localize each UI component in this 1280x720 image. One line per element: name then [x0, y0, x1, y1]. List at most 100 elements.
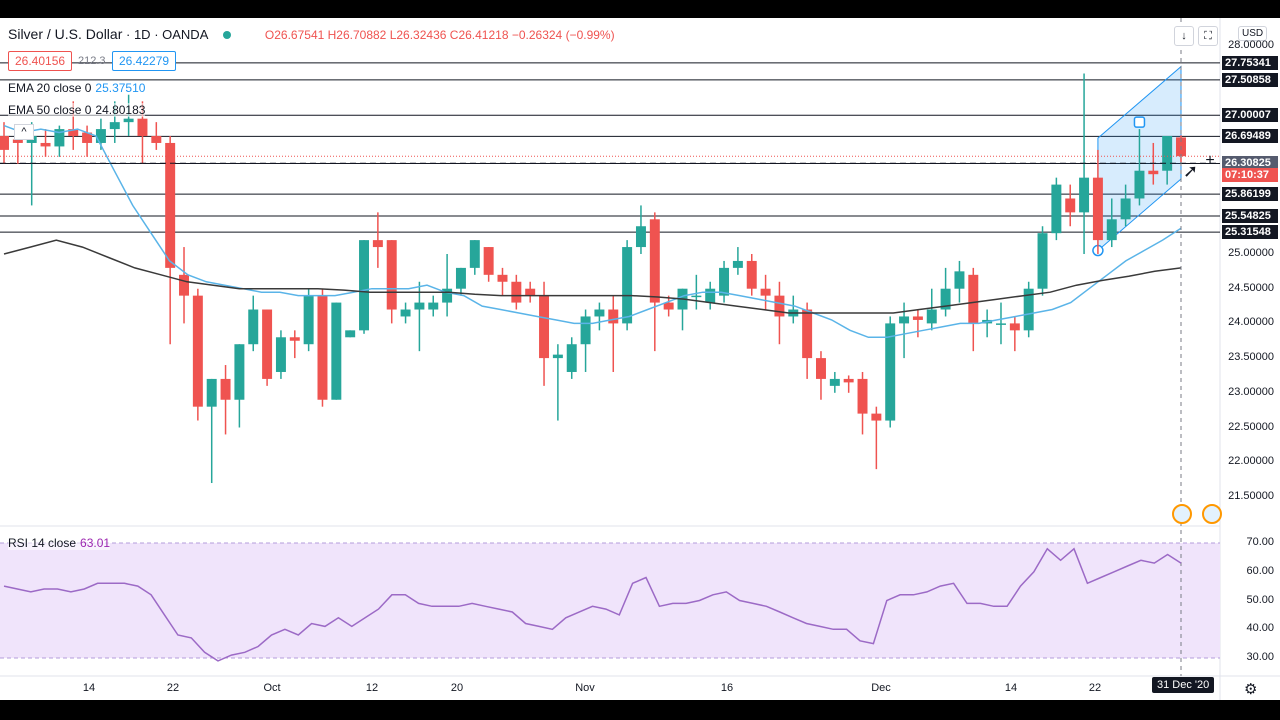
price-tick-label: 25.00000	[1228, 247, 1274, 259]
ema50-legend[interactable]: EMA 50 close 0 24.80183	[8, 103, 146, 117]
candle-body	[12, 139, 23, 143]
candle-body	[234, 344, 245, 400]
currency-label[interactable]: USD	[1238, 26, 1268, 41]
candle-body	[691, 295, 702, 298]
candle-body	[289, 337, 300, 341]
price-tick-label: 24.50000	[1228, 281, 1274, 294]
ema20-line	[3, 124, 1182, 339]
candle-body	[372, 240, 383, 248]
candle-body	[746, 260, 757, 289]
rsi-label: RSI 14 close	[8, 536, 77, 550]
candle-body	[497, 274, 508, 282]
candle-body	[54, 129, 65, 147]
high-value: H26.70882	[327, 28, 387, 42]
candle-body	[400, 309, 411, 317]
crosshair-plus-icon[interactable]: +	[1205, 152, 1215, 169]
rsi-tick-label: 60.00	[1246, 564, 1274, 577]
candle-body	[192, 295, 203, 407]
candle-body	[82, 132, 93, 143]
countdown-tag: 07:10:37	[1222, 168, 1278, 183]
candle-body	[165, 142, 176, 268]
candle-body	[622, 247, 633, 324]
candle-body	[345, 330, 356, 338]
rsi-tick-label: 30.00	[1246, 651, 1274, 663]
level-price-tag: 27.50858	[1222, 72, 1278, 87]
candle-body	[954, 271, 965, 289]
candle-body	[220, 378, 231, 400]
candle-body	[635, 226, 646, 248]
current-price-tag: 26.30825	[1222, 156, 1278, 171]
candle-body	[802, 309, 813, 359]
candle-body	[68, 129, 79, 137]
time-tick-label: 22	[166, 682, 180, 694]
ema20-value: 25.37510	[95, 81, 146, 95]
economic-event-icon[interactable]	[1202, 504, 1222, 524]
price-tick-label: 24.00000	[1228, 316, 1274, 329]
rsi-value: 63.01	[80, 536, 111, 550]
collapse-legend-icon[interactable]: ^	[14, 124, 34, 140]
chart-frame[interactable]: Silver / U.S. Dollar · 1D · OANDA O26.67…	[0, 18, 1280, 700]
rsi-tick-label: 70.00	[1246, 536, 1274, 548]
level-price-tag: 25.31548	[1222, 225, 1278, 240]
ohlc-values: O26.67541 H26.70882 L26.32436 C26.41218 …	[265, 28, 615, 42]
candle-body	[1065, 198, 1076, 213]
ema20-legend[interactable]: EMA 20 close 0 25.37510	[8, 81, 146, 95]
candle-body	[968, 274, 979, 324]
ema20-label: EMA 20 close 0	[8, 81, 92, 95]
price-tick-label: 23.50000	[1228, 351, 1274, 364]
candle-body	[1037, 233, 1048, 289]
rsi-tick-label: 50.00	[1246, 593, 1274, 606]
candle-body	[428, 302, 439, 310]
economic-event-icon[interactable]	[1172, 504, 1192, 524]
rsi-legend[interactable]: RSI 14 close 63.01	[8, 536, 111, 550]
candle-body	[774, 295, 785, 317]
time-tick-label: Nov	[575, 682, 595, 694]
candle-body	[608, 309, 619, 324]
scroll-down-icon[interactable]: ↓	[1174, 26, 1194, 46]
buy-price-button[interactable]: 26.42279	[112, 51, 177, 71]
candle-body	[552, 354, 563, 359]
level-price-tag: 27.00007	[1222, 108, 1278, 123]
candle-body	[40, 142, 51, 147]
channel-handle	[1133, 116, 1146, 128]
candle-body	[760, 288, 771, 296]
candle-body	[857, 378, 868, 414]
market-open-dot-icon	[223, 31, 232, 40]
candle-body	[525, 288, 536, 296]
candle-body	[137, 118, 148, 137]
rsi-line	[3, 547, 1182, 662]
sell-price-button[interactable]: 26.40156	[8, 51, 73, 71]
cursor-icon: ➚	[1183, 161, 1199, 181]
candle-body	[303, 295, 314, 345]
level-price-tag: 26.69489	[1222, 129, 1278, 144]
ema50-value: 24.80183	[95, 103, 146, 117]
candle-body	[359, 240, 370, 331]
candle-body	[386, 240, 397, 310]
candle-body	[539, 295, 550, 359]
candle-body	[123, 118, 134, 123]
candle-body	[926, 309, 937, 324]
time-tick-label: 16	[720, 682, 734, 694]
chart-canvas[interactable]	[0, 18, 1280, 700]
candle-body	[95, 129, 106, 143]
candle-body	[179, 274, 189, 296]
candle-body	[566, 344, 577, 372]
candle-body	[262, 309, 273, 379]
candle-body	[442, 288, 453, 303]
broker-label: OANDA	[162, 27, 208, 42]
candle-body	[1120, 198, 1131, 220]
symbol-header: Silver / U.S. Dollar · 1D · OANDA O26.67…	[8, 26, 615, 42]
ema50-label: EMA 50 close 0	[8, 103, 92, 117]
candle-body	[912, 316, 923, 320]
candle-body	[511, 281, 522, 303]
candle-body	[843, 378, 854, 383]
settings-gear-icon[interactable]: ⚙	[1244, 681, 1258, 698]
fullscreen-icon[interactable]: ⛶	[1198, 26, 1218, 46]
price-tick-label: 21.50000	[1228, 489, 1274, 502]
interval-label[interactable]: 1D	[133, 27, 151, 42]
candle-body	[1134, 170, 1145, 199]
candle-body	[483, 247, 494, 275]
symbol-title[interactable]: Silver / U.S. Dollar	[8, 26, 123, 42]
candle-body	[206, 378, 217, 407]
candle-body	[815, 358, 826, 379]
